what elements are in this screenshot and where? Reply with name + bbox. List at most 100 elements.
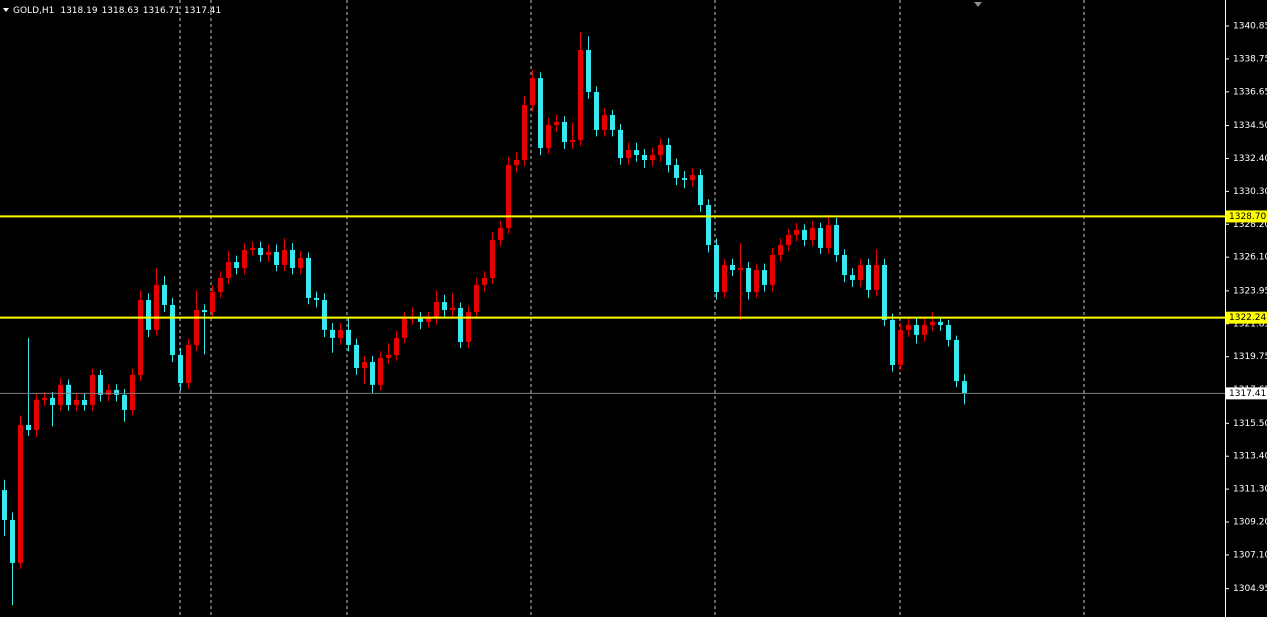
candle-body	[378, 357, 383, 385]
candle-body	[34, 399, 39, 431]
candle-body	[386, 354, 391, 358]
candle-body	[482, 278, 487, 285]
candle-body	[514, 160, 519, 166]
candle-body	[58, 384, 63, 405]
candle-body	[186, 344, 191, 384]
candle-body	[914, 325, 919, 335]
candle-body	[114, 389, 119, 395]
candle-body	[50, 397, 55, 405]
header-open: 1318.19	[60, 6, 97, 16]
y-tick-label: 1338.75	[1233, 54, 1267, 64]
candle-body	[178, 354, 183, 384]
y-tick-label: 1319.75	[1233, 352, 1267, 362]
candle-body	[586, 49, 591, 92]
candle-body	[842, 254, 847, 276]
candle-body	[402, 317, 407, 338]
candle-body	[658, 144, 663, 155]
candle-body	[314, 297, 319, 300]
candle-body	[306, 257, 311, 298]
candle-body	[922, 325, 927, 335]
candle-body	[242, 249, 247, 268]
candle-body	[346, 329, 351, 345]
candle-body	[338, 329, 343, 338]
candle-body	[698, 175, 703, 205]
candle-body	[682, 178, 687, 180]
current-price-label: 1317.41	[1229, 389, 1266, 399]
y-tick-label: 1315.50	[1233, 419, 1267, 429]
y-tick-label: 1340.85	[1233, 22, 1267, 32]
y-tick-label: 1336.65	[1233, 87, 1267, 97]
candle-body	[962, 381, 967, 394]
candle-body	[138, 299, 143, 376]
candle-body	[106, 389, 111, 395]
candle-body	[690, 175, 695, 180]
candle-body	[898, 329, 903, 365]
candle-body	[706, 204, 711, 245]
candle-body	[530, 78, 535, 106]
candle-body	[882, 265, 887, 321]
candle-body	[746, 267, 751, 292]
candle-body	[730, 265, 735, 271]
candle-body	[170, 304, 175, 355]
candle-body	[290, 249, 295, 268]
header-close: 1317.41	[184, 6, 221, 16]
candle-body	[130, 375, 135, 410]
menu-arrow	[3, 8, 9, 12]
y-tick-label: 1332.40	[1233, 154, 1267, 164]
candle-body	[754, 270, 759, 292]
candle-body	[858, 265, 863, 280]
candle-body	[90, 375, 95, 405]
candle-body	[426, 317, 431, 322]
y-tick-label: 1309.20	[1233, 518, 1267, 528]
y-tick-label: 1334.50	[1233, 121, 1267, 131]
y-tick-label: 1330.30	[1233, 187, 1267, 197]
candle-body	[554, 121, 559, 126]
candle-body	[10, 519, 15, 563]
candle-body	[362, 362, 367, 368]
candle-body	[802, 229, 807, 240]
level-label: 1328.70	[1229, 212, 1266, 222]
candle-body	[66, 384, 71, 405]
candle-body	[818, 228, 823, 248]
candle-body	[570, 139, 575, 142]
candle-body	[602, 115, 607, 130]
candle-body	[466, 312, 471, 342]
y-tick-label: 1323.95	[1233, 286, 1267, 296]
candle-body	[626, 149, 631, 158]
candle-body	[234, 262, 239, 268]
candle-body	[714, 244, 719, 292]
candle-body	[610, 115, 615, 130]
candle-body	[226, 262, 231, 279]
candle-body	[210, 291, 215, 313]
candle-body	[850, 275, 855, 280]
candle-body	[594, 91, 599, 130]
candle-body	[562, 121, 567, 142]
y-tick-label: 1321.85	[1233, 319, 1267, 329]
candle-body	[474, 284, 479, 313]
candle-body	[946, 325, 951, 340]
candle-body	[442, 301, 447, 310]
candle-body	[266, 252, 271, 255]
candle-body	[762, 270, 767, 285]
candle-body	[194, 309, 199, 345]
candle-body	[938, 321, 943, 326]
y-tick-label: 1311.30	[1233, 485, 1267, 495]
candle-body	[906, 325, 911, 330]
candle-body	[218, 278, 223, 292]
candle-body	[354, 344, 359, 368]
candle-body	[794, 229, 799, 235]
candle-body	[866, 265, 871, 290]
level-label-box	[1226, 210, 1267, 223]
candle-body	[634, 149, 639, 155]
candle-body	[250, 247, 255, 250]
candle-body	[826, 225, 831, 248]
candle-body	[490, 239, 495, 279]
y-tick-label: 1328.20	[1233, 220, 1267, 230]
candle-body	[506, 165, 511, 229]
candle-body	[74, 399, 79, 405]
candle-body	[122, 394, 127, 410]
header-high: 1318.63	[102, 6, 139, 16]
y-tick-label: 1326.10	[1233, 253, 1267, 263]
candle-body	[770, 254, 775, 285]
